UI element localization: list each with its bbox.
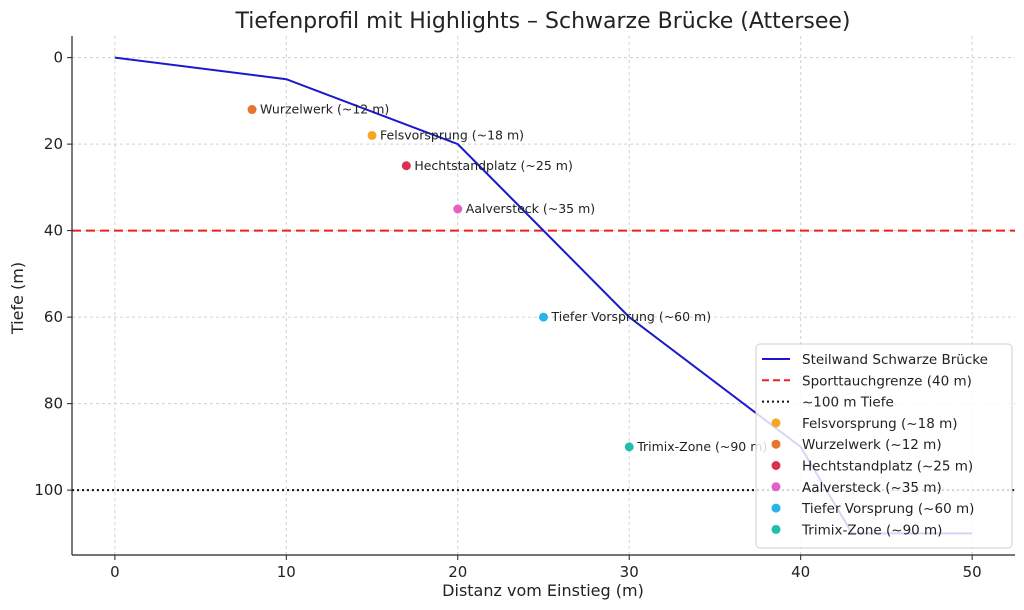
y-axis-label: Tiefe (m) — [8, 262, 27, 335]
axes — [67, 36, 1015, 560]
legend-label: Felsvorsprung (~18 m) — [802, 416, 958, 432]
x-tick-label: 0 — [110, 563, 120, 581]
legend: Steilwand Schwarze Brücke Sporttauchgrenz… — [755, 343, 1013, 549]
y-tick-label: 80 — [44, 395, 63, 413]
x-tick-label: 20 — [448, 563, 467, 581]
legend-marker — [771, 418, 781, 428]
legend-label: Wurzelwerk (~12 m) — [802, 437, 942, 453]
legend-label: Sporttauchgrenze (40 m) — [802, 373, 972, 389]
y-tick-label: 40 — [44, 222, 63, 240]
highlight-point — [539, 312, 548, 322]
chart-title: Tiefenprofil mit Highlights – Schwarze B… — [235, 9, 851, 34]
legend-marker — [771, 461, 781, 470]
y-tick-label: 20 — [44, 135, 63, 153]
highlight-label: Aalversteck (~35 m) — [466, 201, 595, 216]
legend-marker — [771, 524, 781, 534]
highlight-label: Felsvorsprung (~18 m) — [380, 127, 524, 142]
legend-label: Steilwand Schwarze Brücke — [802, 352, 988, 368]
highlight-label: Trimix-Zone (~90 m) — [636, 439, 767, 454]
highlight-label: Tiefer Vorsprung (~60 m) — [551, 309, 712, 324]
x-tick-label: 50 — [963, 563, 982, 581]
legend-label: Hechtstandplatz (~25 m) — [802, 459, 973, 475]
x-tick-label: 40 — [791, 563, 810, 581]
legend-label: Aalversteck (~35 m) — [802, 480, 942, 496]
legend-marker — [771, 439, 781, 449]
legend-label: ~100 m Tiefe — [802, 395, 894, 411]
y-tick-label: 0 — [53, 49, 63, 67]
highlight-label: Wurzelwerk (~12 m) — [260, 102, 389, 117]
highlight-point — [247, 105, 257, 115]
legend-label: Tiefer Vorsprung (~60 m) — [801, 501, 974, 517]
highlight-points: Felsvorsprung (~18 m) Wurzelwerk (~12 m) H… — [247, 102, 767, 454]
highlight-point — [367, 130, 377, 140]
x-axis-label: Distanz vom Einstieg (m) — [442, 581, 644, 600]
highlight-label: Hechtstandplatz (~25 m) — [414, 158, 573, 173]
highlight-point — [453, 204, 463, 214]
legend-label: Trimix-Zone (~90 m) — [801, 522, 942, 538]
y-tick-label: 100 — [34, 481, 63, 499]
legend-marker — [771, 503, 781, 513]
highlight-point — [624, 442, 634, 452]
tick-labels: 0 10 20 30 40 50 0 20 40 60 80 100 — [34, 49, 981, 581]
legend-marker — [771, 482, 781, 492]
x-tick-label: 30 — [620, 563, 639, 581]
highlight-point — [401, 161, 411, 171]
legend-box — [755, 343, 1013, 549]
y-tick-label: 60 — [44, 308, 63, 326]
x-tick-label: 10 — [277, 563, 296, 581]
